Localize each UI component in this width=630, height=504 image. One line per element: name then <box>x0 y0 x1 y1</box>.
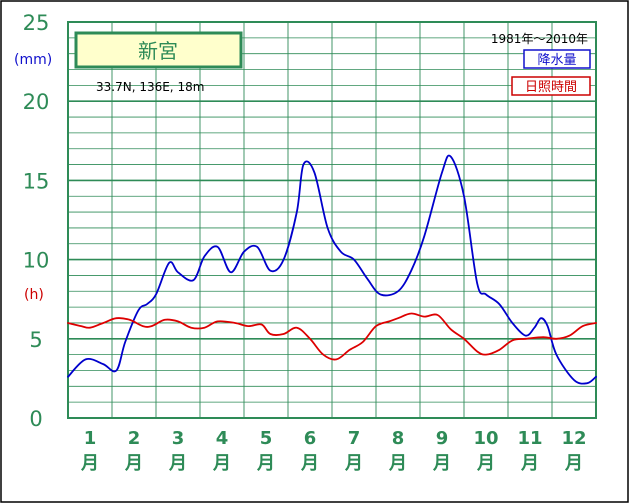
x-tick-unit: 月 <box>388 453 407 474</box>
y-tick-label: 15 <box>23 169 50 193</box>
x-tick-unit: 月 <box>80 453 99 474</box>
x-tick-unit: 月 <box>212 453 231 474</box>
y-tick-label: 5 <box>29 328 42 352</box>
x-tick-label: 9 <box>436 428 449 449</box>
station-title: 新宮 <box>138 39 178 63</box>
precipitation-line <box>67 154 597 385</box>
legend-sunshine-label: 日照時間 <box>525 80 577 95</box>
data-series <box>67 154 597 385</box>
x-tick-unit: 月 <box>124 453 143 474</box>
period-label: 1981年〜2010年 <box>491 32 588 46</box>
x-tick-unit: 月 <box>476 453 495 474</box>
x-tick-label: 7 <box>348 428 361 449</box>
x-tick-label: 1 <box>84 428 97 449</box>
grid <box>68 22 596 418</box>
sunshine-unit-label: (h) <box>24 287 44 303</box>
x-tick-label: 4 <box>216 428 229 449</box>
x-tick-label: 10 <box>473 428 498 449</box>
sunshine-line <box>67 312 597 361</box>
y-tick-label: 20 <box>23 90 50 114</box>
x-tick-label: 3 <box>172 428 185 449</box>
legend-precip-box <box>523 49 591 69</box>
x-tick-unit: 月 <box>564 453 583 474</box>
precip-unit-label: (mm) <box>14 52 52 68</box>
x-tick-labels: 1 月 2 月 3 月 4 月 5 月 6 月 7 月 8 月 9 月 10 月 11 月 12 月 <box>80 428 587 474</box>
x-tick-unit: 月 <box>344 453 363 474</box>
y-tick-labels: 0 5 10 15 20 25 <box>23 11 50 431</box>
x-tick-unit: 月 <box>432 453 451 474</box>
y-tick-label: 0 <box>29 407 42 431</box>
x-tick-label: 12 <box>561 428 586 449</box>
x-tick-label: 6 <box>304 428 317 449</box>
x-tick-unit: 月 <box>256 453 275 474</box>
station-location: 33.7N, 136E, 18m <box>96 80 204 94</box>
station-title-box <box>74 31 243 69</box>
legend-precip-label: 降水量 <box>537 53 576 68</box>
y-tick-label: 10 <box>23 249 50 273</box>
x-tick-label: 2 <box>128 428 141 449</box>
y-tick-label: 25 <box>23 11 50 35</box>
x-tick-unit: 月 <box>300 453 319 474</box>
x-tick-label: 5 <box>260 428 273 449</box>
x-tick-unit: 月 <box>168 453 187 474</box>
x-tick-unit: 月 <box>520 453 539 474</box>
x-tick-label: 11 <box>517 428 542 449</box>
x-tick-label: 8 <box>392 428 405 449</box>
legend-sunshine-box <box>511 76 591 96</box>
